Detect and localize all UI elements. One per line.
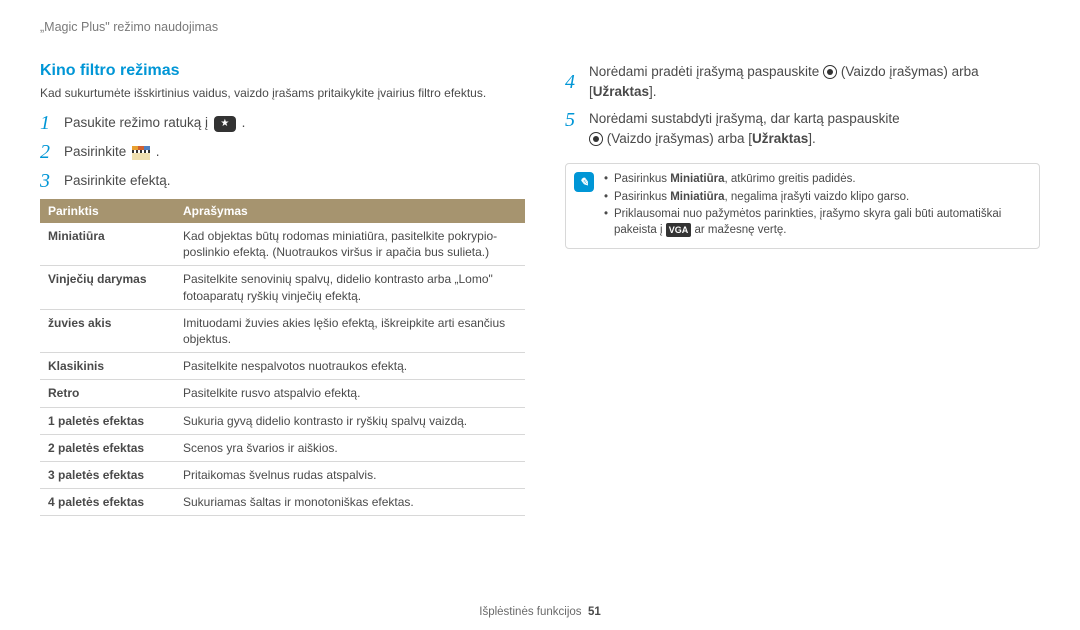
right-column: 4 Norėdami pradėti įrašymą paspauskite (… [565,62,1040,516]
option-desc: Sukuriamas šaltas ir monotoniškas efekta… [175,489,525,516]
table-row: 3 paletės efektasPritaikomas švelnus rud… [40,461,525,488]
note2-post: , negalima įrašyti vaizdo klipo garso. [725,191,910,203]
option-desc: Pasitelkite nespalvotos nuotraukos efekt… [175,353,525,380]
vga-badge: VGA [666,223,692,237]
footer-text: Išplėstinės funkcijos [479,606,581,618]
table-row: 2 paletės efektasScenos yra švarios ir a… [40,434,525,461]
step-number: 5 [565,109,589,132]
note3-post: ar mažesnę vertę. [691,224,786,236]
note1-pre: Pasirinkus [614,173,670,185]
option-name: Klasikinis [40,353,175,380]
option-name: žuvies akis [40,309,175,352]
step4-bold: Užraktas [593,84,649,99]
step5-mid: (Vaizdo įrašymas) arba [ [607,131,752,146]
step5-line1: Norėdami sustabdyti įrašymą, dar kartą p… [589,111,900,126]
step-1: 1 Pasukite režimo ratuką į ★ . [40,112,525,135]
table-row: 1 paletės efektasSukuria gyvą didelio ko… [40,407,525,434]
breadcrumb: „Magic Plus" režimo naudojimas [40,20,1040,34]
mode-dial-icon: ★ [214,116,236,132]
page-footer: Išplėstinės funkcijos 51 [0,606,1080,618]
step-text: Pasukite režimo ratuką į ★ . [64,113,525,133]
film-icon [132,146,150,160]
note2-pre: Pasirinkus [614,191,670,203]
step-text-before: Pasukite režimo ratuką į [64,115,212,130]
option-desc: Scenos yra švarios ir aiškios. [175,434,525,461]
record-icon [589,132,603,146]
step-text: Pasirinkite . [64,142,525,162]
step-number: 3 [40,170,64,193]
table-header-option: Parinktis [40,199,175,223]
step4-post: ]. [649,84,657,99]
table-header-desc: Aprašymas [175,199,525,223]
step-number: 1 [40,112,64,135]
option-desc: Pritaikomas švelnus rudas atspalvis. [175,461,525,488]
note2-bold: Miniatiūra [670,191,724,203]
option-desc: Pasitelkite senovinių spalvų, didelio ko… [175,266,525,309]
step-5: 5 Norėdami sustabdyti įrašymą, dar kartą… [565,109,1040,150]
note1-bold: Miniatiūra [670,173,724,185]
note-item: Pasirinkus Miniatiūra, atkūrimo greitis … [604,172,1031,188]
step-text: Norėdami sustabdyti įrašymą, dar kartą p… [589,109,1040,150]
step-number: 2 [40,141,64,164]
step5-post: ]. [808,131,816,146]
step-text-after: . [156,144,160,159]
table-row: KlasikinisPasitelkite nespalvotos nuotra… [40,353,525,380]
note-item: Pasirinkus Miniatiūra, negalima įrašyti … [604,190,1031,206]
option-desc: Kad objektas būtų rodomas miniatiūra, pa… [175,223,525,266]
step-3: 3 Pasirinkite efektą. [40,170,525,193]
note-icon: ✎ [574,172,594,192]
note-item: Priklausomai nuo pažymėtos parinkties, į… [604,207,1031,238]
option-name: 3 paletės efektas [40,461,175,488]
step-text: Pasirinkite efektą. [64,171,525,191]
table-row: MiniatiūraKad objektas būtų rodomas mini… [40,223,525,266]
page-number: 51 [588,606,601,618]
step5-bold: Užraktas [752,131,808,146]
step4-pre: Norėdami pradėti įrašymą paspauskite [589,64,823,79]
note-box: ✎ Pasirinkus Miniatiūra, atkūrimo greiti… [565,163,1040,249]
table-row: žuvies akisImituodami žuvies akies lęšio… [40,309,525,352]
option-name: Retro [40,380,175,407]
step-2: 2 Pasirinkite . [40,141,525,164]
record-icon [823,65,837,79]
table-row: Vinječių darymasPasitelkite senovinių sp… [40,266,525,309]
option-name: 1 paletės efektas [40,407,175,434]
step-4: 4 Norėdami pradėti įrašymą paspauskite (… [565,62,1040,103]
intro-text: Kad sukurtumėte išskirtinius vaidus, vai… [40,86,525,100]
option-name: Miniatiūra [40,223,175,266]
table-row: RetroPasitelkite rusvo atspalvio efektą. [40,380,525,407]
step-text-before: Pasirinkite [64,144,130,159]
note-list: Pasirinkus Miniatiūra, atkūrimo greitis … [604,172,1031,240]
section-title: Kino filtro režimas [40,62,525,80]
note1-post: , atkūrimo greitis padidės. [725,173,856,185]
options-table: Parinktis Aprašymas MiniatiūraKad objekt… [40,199,525,516]
step-text: Norėdami pradėti įrašymą paspauskite (Va… [589,62,1040,103]
option-desc: Imituodami žuvies akies lęšio efektą, iš… [175,309,525,352]
step-text-after: . [242,115,246,130]
option-desc: Pasitelkite rusvo atspalvio efektą. [175,380,525,407]
left-column: Kino filtro režimas Kad sukurtumėte išsk… [40,62,525,516]
option-name: Vinječių darymas [40,266,175,309]
option-desc: Sukuria gyvą didelio kontrasto ir ryškių… [175,407,525,434]
table-row: 4 paletės efektasSukuriamas šaltas ir mo… [40,489,525,516]
option-name: 2 paletės efektas [40,434,175,461]
option-name: 4 paletės efektas [40,489,175,516]
step-number: 4 [565,71,589,94]
